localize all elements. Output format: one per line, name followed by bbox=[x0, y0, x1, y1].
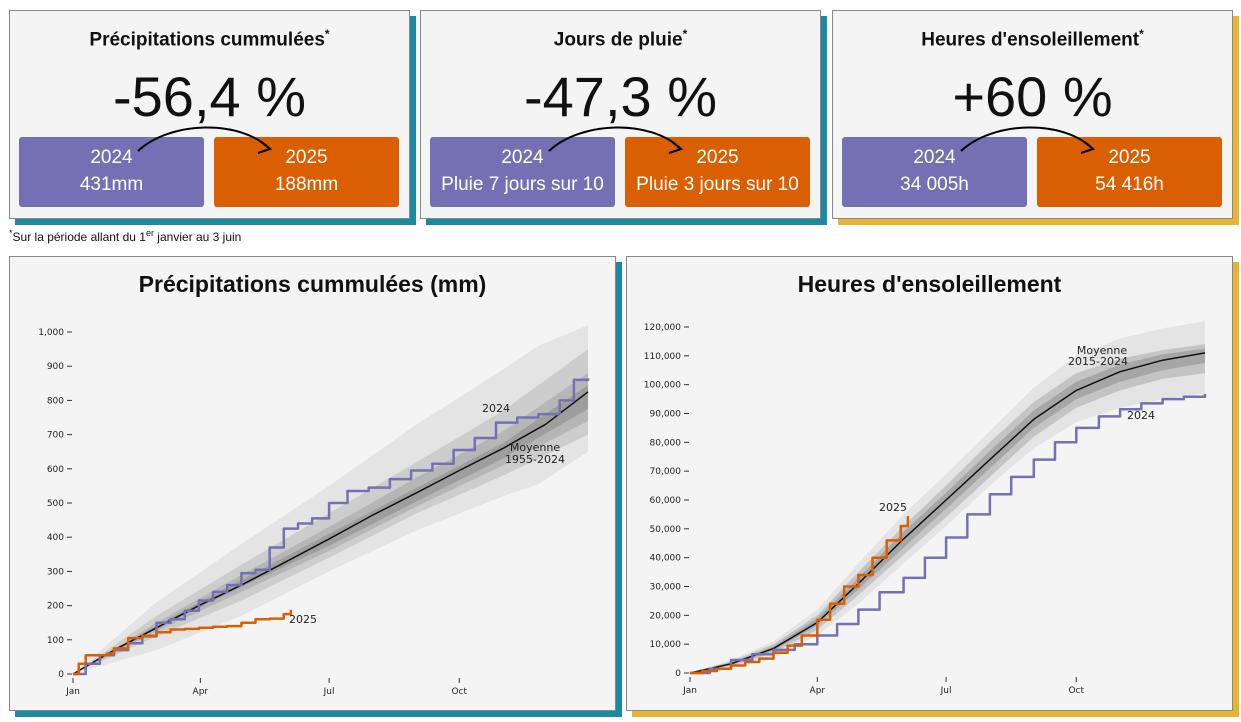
y-tick-label: 40,000 bbox=[650, 554, 682, 564]
x-tick-label: Oct bbox=[451, 687, 467, 697]
series-label: Moyenne bbox=[510, 441, 560, 454]
kpi-box-2025: 2025 Pluie 3 jours sur 10 bbox=[625, 137, 810, 207]
kpi-title: Jours de pluie* bbox=[553, 27, 688, 51]
y-tick-label: 700 bbox=[47, 431, 64, 441]
y-tick-label: 120,000 bbox=[644, 323, 681, 333]
curved-arrow-icon bbox=[137, 126, 273, 154]
y-tick-label: 110,000 bbox=[644, 352, 681, 362]
series-label: 2024 bbox=[482, 402, 510, 415]
y-tick-label: 100 bbox=[47, 636, 64, 646]
y-tick-label: 400 bbox=[47, 533, 64, 543]
kpi-change-value: +60 % bbox=[952, 65, 1113, 128]
kpi-box-2024: 2024 431mm bbox=[19, 137, 204, 207]
y-tick-label: 100,000 bbox=[644, 381, 681, 391]
kpi-box-2025: 2025 54 416h bbox=[1037, 137, 1222, 207]
kpi-box-2024: 2024 34 005h bbox=[842, 137, 1027, 207]
y-tick-label: 0 bbox=[675, 669, 681, 679]
x-tick-label: Jul bbox=[940, 686, 952, 696]
kpi-box-2024: 2024 Pluie 7 jours sur 10 bbox=[430, 137, 615, 207]
chart-title: Précipitations cummulées (mm) bbox=[138, 271, 487, 297]
series-label: 2024 bbox=[1127, 409, 1155, 422]
footnote: *Sur la période allant du 1er janvier au… bbox=[9, 228, 242, 244]
x-tick-label: Jan bbox=[65, 687, 80, 697]
kpi-card-rain-days: Jours de pluie* -47,3 % 2024 Pluie 7 jour… bbox=[420, 10, 821, 219]
kpi-change-value: -47,3 % bbox=[524, 65, 717, 128]
y-tick-label: 50,000 bbox=[650, 525, 682, 535]
y-tick-label: 70,000 bbox=[650, 467, 682, 477]
x-tick-label: Jan bbox=[682, 686, 697, 696]
sunshine-chart: 0 10,000 20,000 30,000 40,000 50,000 60,000 70,… bbox=[644, 321, 1207, 696]
series-label: 2025 bbox=[289, 613, 317, 626]
kpi-card-precipitation: Précipitations cummulées* -56,4 % 2024 43… bbox=[9, 10, 410, 219]
kpi-box-2025: 2025 188mm bbox=[214, 137, 399, 207]
y-tick-label: 300 bbox=[47, 567, 64, 577]
chart-title: Heures d'ensoleillement bbox=[797, 271, 1062, 297]
chart-card-precipitation: Précipitations cummulées (mm) 0 100 200 300… bbox=[9, 256, 616, 711]
kpi-title: Heures d'ensoleillement* bbox=[921, 27, 1144, 51]
kpi-card-sunshine: Heures d'ensoleillement* +60 % 2024 34 00… bbox=[832, 10, 1233, 219]
y-tick-label: 600 bbox=[47, 465, 64, 475]
y-tick-label: 0 bbox=[58, 670, 64, 680]
y-tick-label: 500 bbox=[47, 499, 64, 509]
series-line-moyenne-2015-2024 bbox=[689, 352, 1206, 674]
y-tick-label: 90,000 bbox=[650, 410, 682, 420]
kpi-title: Précipitations cummulées* bbox=[89, 27, 330, 51]
x-tick-label: Jul bbox=[323, 687, 335, 697]
y-tick-label: 1,000 bbox=[38, 328, 64, 338]
confidence-band-1 bbox=[73, 349, 588, 674]
y-tick-label: 900 bbox=[47, 362, 64, 372]
y-tick-label: 30,000 bbox=[650, 583, 682, 593]
series-line-2025 bbox=[690, 516, 910, 675]
series-line-2025 bbox=[73, 609, 293, 676]
x-tick-label: Oct bbox=[1068, 686, 1084, 696]
curved-arrow-icon bbox=[960, 126, 1096, 154]
x-tick-label: Apr bbox=[810, 686, 826, 696]
confidence-band-2 bbox=[73, 373, 588, 674]
series-label: Moyenne bbox=[1077, 344, 1127, 357]
series-line-2024 bbox=[690, 393, 1207, 675]
precipitation-chart: 0 100 200 300 400 500 600 700 800 900 1,000 Jan Apr J… bbox=[38, 325, 590, 697]
y-tick-label: 80,000 bbox=[650, 438, 682, 448]
series-label: 2015-2024 bbox=[1068, 355, 1128, 368]
kpi-change-value: -56,4 % bbox=[113, 65, 306, 128]
series-label: 1955-2024 bbox=[505, 453, 565, 466]
y-tick-label: 60,000 bbox=[650, 496, 682, 506]
chart-card-sunshine: Heures d'ensoleillement 0 10,000 20,000 30,… bbox=[626, 256, 1233, 711]
y-tick-label: 200 bbox=[47, 602, 64, 612]
x-tick-label: Apr bbox=[193, 687, 209, 697]
y-tick-label: 10,000 bbox=[650, 640, 682, 650]
y-tick-label: 20,000 bbox=[650, 611, 682, 621]
series-label: 2025 bbox=[879, 501, 907, 514]
y-tick-label: 800 bbox=[47, 396, 64, 406]
confidence-band-0 bbox=[73, 325, 588, 674]
curved-arrow-icon bbox=[548, 126, 684, 154]
confidence-band-1 bbox=[690, 344, 1205, 673]
